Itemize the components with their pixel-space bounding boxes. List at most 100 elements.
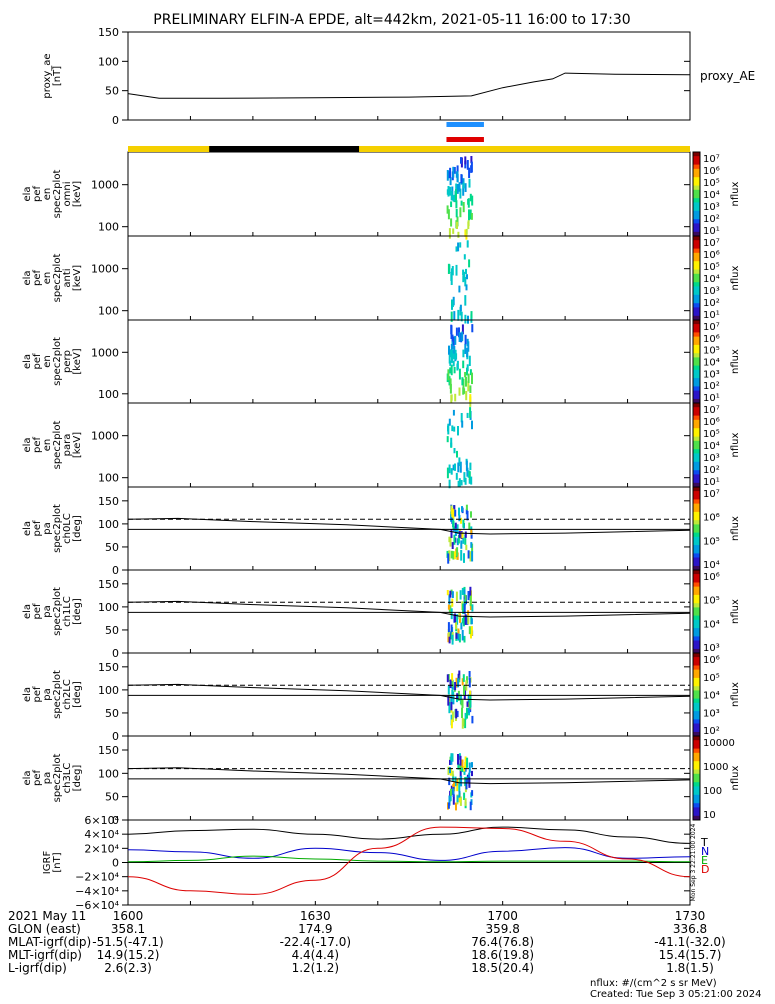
panel-frame: [127, 31, 691, 121]
colorbar-tick-label: 10⁶: [703, 250, 720, 261]
colorbar-segment: [693, 615, 700, 621]
heatmap-cell: [470, 314, 473, 323]
heatmap-cell: [459, 590, 462, 600]
heatmap-cell: [457, 231, 460, 238]
heatmap-cell: [464, 761, 467, 769]
science-zone-marker-bottom: [446, 137, 484, 142]
heatmap-cell: [448, 464, 451, 474]
heatmap-cell: [464, 372, 467, 378]
heatmap-cell: [455, 708, 458, 719]
colorbar-tick-label: 10⁵: [703, 346, 720, 357]
heatmap-cell: [456, 780, 459, 792]
heatmap-cell: [454, 335, 457, 345]
heatmap-cell: [470, 542, 473, 548]
y-tick-label: 50: [105, 85, 119, 98]
colorbar-ch3LC: 10000 1000 100 10 nflux: [692, 735, 741, 821]
heatmap-cell: [464, 314, 467, 324]
y-tick-label: 1000: [91, 430, 119, 443]
colorbar-segment: [693, 528, 700, 534]
heatmap-cell: [447, 209, 450, 220]
heatmap-cell: [452, 511, 455, 521]
colorbar-tick-label: 10⁴: [703, 560, 720, 571]
y-axis-label-line: [keV]: [72, 181, 83, 207]
heatmap-cell: [459, 755, 462, 766]
heatmap-cell: [456, 165, 459, 173]
y-axis-label-line: spec2plot: [52, 670, 63, 719]
colorbar-segment: [693, 491, 700, 496]
ephemeris-value: 18.6(19.8): [471, 948, 534, 962]
y-tick-label: 150: [98, 26, 119, 39]
panel-frame: [127, 486, 691, 571]
colorbar-segment: [693, 164, 700, 170]
heatmap-cell: [460, 157, 462, 164]
heatmap-cell: [455, 209, 458, 218]
heatmap-cell: [450, 696, 453, 704]
heatmap-cell: [469, 801, 472, 811]
colorbar-segment: [693, 590, 700, 596]
colorbar-segment: [693, 382, 700, 387]
heatmap-cell: [468, 671, 471, 680]
colorbar-segment: [693, 378, 700, 383]
heatmap-cell: [471, 543, 474, 553]
heatmap-cell: [461, 717, 464, 729]
colorbar-segment: [693, 736, 700, 741]
heatmap-cell: [463, 472, 466, 483]
y-tick-label: 50: [105, 624, 119, 637]
heatmap-cell: [449, 795, 452, 801]
colorbar-segment: [693, 227, 700, 233]
heatmap-cell: [463, 768, 466, 775]
colorbar-tick-label: 10²: [703, 726, 720, 737]
y-axis-label-line: ela: [22, 687, 33, 702]
ephemeris-value: 359.8: [485, 922, 519, 936]
heatmap-cell: [457, 673, 460, 680]
y-tick-label: 100: [98, 767, 119, 780]
igrf-legend-D: D: [701, 863, 709, 876]
heatmap-cell: [450, 364, 453, 376]
colorbar-segment: [693, 457, 700, 463]
colorbar-segment: [693, 265, 700, 271]
heatmap-cell: [464, 160, 467, 169]
heatmap-cell: [450, 201, 453, 208]
igrf-side-note: Mon Sep 3 22:21:00 2024: [690, 824, 697, 902]
heatmap-cell: [448, 777, 451, 786]
heatmap-cell: [469, 700, 472, 709]
colorbar-segment: [693, 769, 700, 775]
colorbar-segment: [693, 607, 700, 613]
heatmap-cell: [460, 549, 463, 561]
colorbar-segment: [693, 665, 700, 671]
heatmap-cell: [447, 766, 450, 775]
y-axis-label-line: ela: [22, 270, 33, 285]
heatmap-cell: [470, 618, 473, 625]
colorbar-segment: [693, 361, 700, 367]
colorbar-segment: [693, 344, 700, 350]
heatmap-cell: [452, 520, 455, 530]
heatmap-cell: [471, 420, 473, 430]
heatmap-cell: [461, 377, 464, 386]
y-axis-label: ela pef en spec2plot anti [keV]: [22, 254, 83, 303]
colorbar-segment: [693, 628, 700, 633]
heatmap-cell: [463, 553, 465, 563]
y-axis-label: ela pef pa spec2plot ch1LC [deg]: [22, 587, 83, 636]
heatmap-cell: [459, 796, 462, 806]
colorbar-tick-label: 10⁶: [703, 417, 720, 428]
heatmap-cell: [447, 802, 450, 809]
heatmap-cell: [470, 511, 472, 518]
heatmap-cell: [455, 246, 458, 252]
ephemeris-row-label: 2021 May 11: [8, 909, 86, 923]
heatmap-cell: [468, 209, 470, 221]
colorbar-segment: [693, 394, 700, 400]
ephemeris-value: 358.1: [111, 922, 145, 936]
heatmap-cell: [453, 505, 456, 513]
heatmap-cell: [461, 766, 464, 773]
colorbar-label: nflux: [730, 599, 741, 624]
ephemeris-value: 1630: [300, 909, 331, 923]
y-tick-label: 150: [98, 661, 119, 674]
colorbar-segment: [693, 507, 700, 513]
colorbar-tick-label: 10⁴: [703, 619, 720, 630]
colorbar-segment: [693, 611, 700, 617]
colorbar-segment: [693, 707, 700, 712]
ephemeris-row-label: GLON (east): [8, 922, 81, 936]
heatmap-cell: [455, 353, 458, 360]
